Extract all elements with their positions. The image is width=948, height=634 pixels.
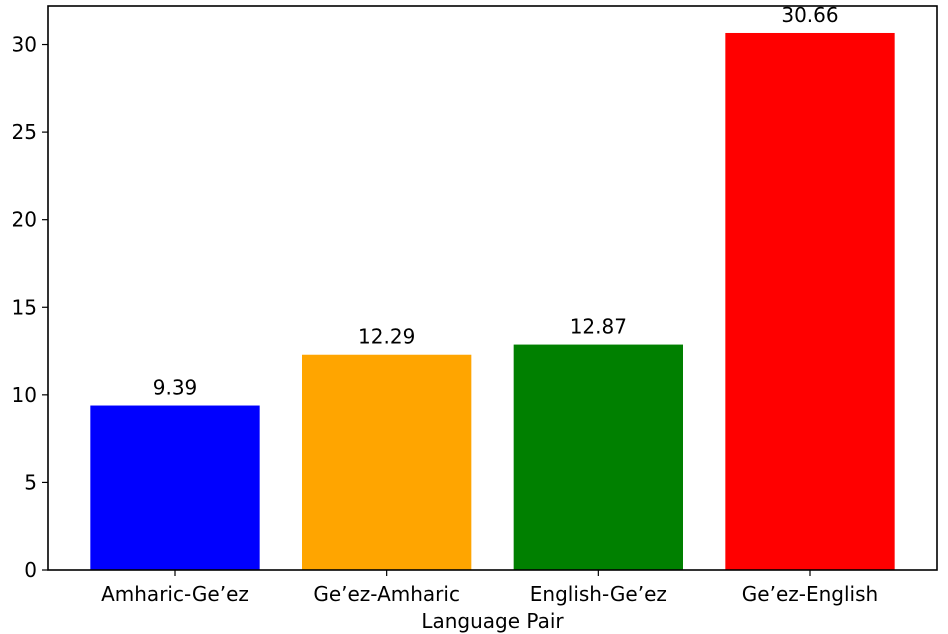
bar-value-label: 9.39 [153,376,198,400]
x-axis-ticks: Amharic-Ge’ez Ge’ez-Amharic English-Ge’ez G… [101,570,878,606]
x-tick-label: Ge’ez-English [742,582,878,606]
x-tick-label: Ge’ez-Amharic [313,582,460,606]
y-tick-label: 0 [24,558,37,582]
y-tick-label: 30 [12,33,37,57]
bar-value-label: 12.87 [570,315,627,339]
bar-value-label: 30.66 [781,3,838,27]
data-labels-group: 9.39 12.29 12.87 30.66 [153,3,839,400]
bar-0 [90,405,260,570]
y-tick-label: 5 [24,470,37,494]
y-tick-label: 20 [12,208,37,232]
bar-3 [725,32,895,570]
y-axis-ticks: 0 5 10 15 20 25 30 [12,33,48,582]
plot-frame [47,5,938,571]
bar-value-label: 12.29 [358,325,415,349]
x-tick-label: English-Ge’ez [530,582,667,606]
bar-2 [513,344,683,570]
y-tick-label: 15 [12,295,37,319]
y-tick-label: 10 [12,383,37,407]
y-tick-label: 25 [12,120,37,144]
x-axis-label: Language Pair [421,609,564,633]
bars-group [90,32,895,570]
x-tick-label: Amharic-Ge’ez [101,582,249,606]
bar-1 [302,354,472,570]
